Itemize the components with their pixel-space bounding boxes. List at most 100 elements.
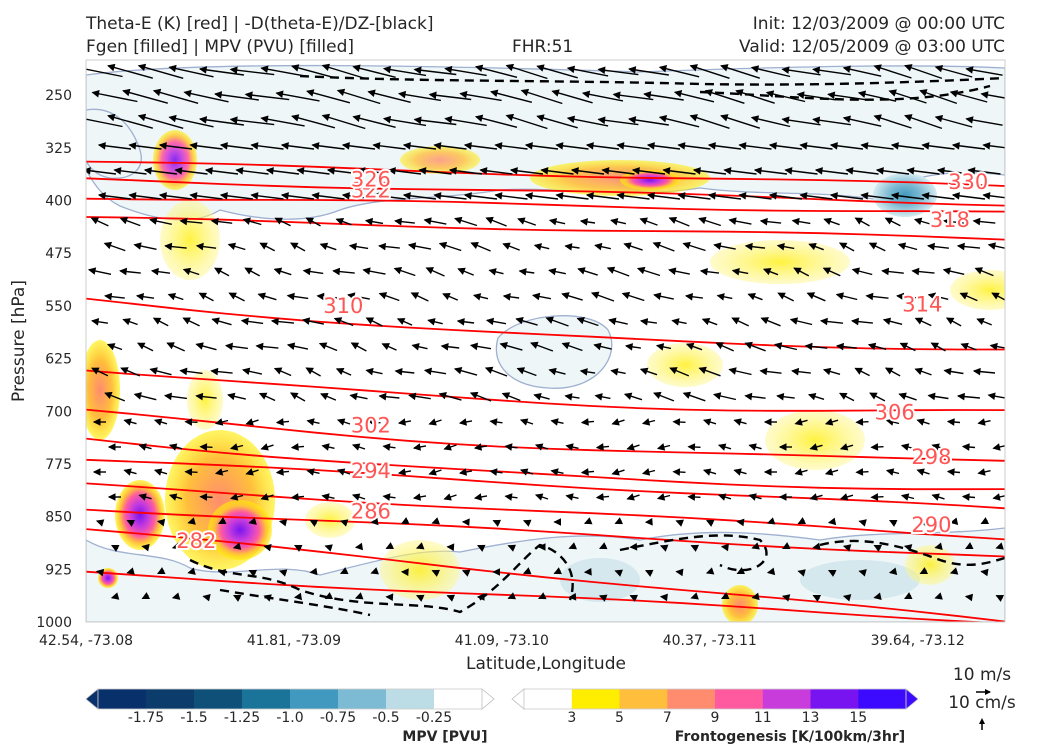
- wind-vector-head: [736, 567, 745, 574]
- wind-vector-head: [890, 192, 899, 200]
- wind-vector-head: [882, 317, 892, 326]
- wind-vector-head: [316, 292, 325, 301]
- wind-vector-head: [597, 116, 606, 125]
- wind-vector-head: [698, 216, 707, 225]
- wind-vector: [123, 90, 168, 104]
- wind-vector-head: [408, 392, 417, 401]
- wind-vector-head: [682, 241, 691, 250]
- y-tick-label: 550: [45, 299, 72, 315]
- wind-vector-head: [921, 142, 930, 150]
- wind-vector-head: [797, 517, 806, 524]
- wind-vector-head: [842, 65, 851, 73]
- wind-vector-head: [824, 468, 834, 476]
- wind-vector-head: [835, 292, 844, 300]
- wind-vector-head: [113, 167, 122, 175]
- wind-vector-head: [505, 113, 515, 122]
- wind-vector-head: [519, 468, 529, 476]
- wind-vector-head: [598, 542, 608, 550]
- wind-vector-head: [623, 242, 632, 250]
- wind-vector: [92, 91, 138, 103]
- wind-vector-head: [278, 519, 288, 527]
- wind-vector: [353, 66, 396, 78]
- wind-vector-head: [583, 517, 593, 525]
- wind-vector-head: [372, 192, 381, 200]
- wind-vector-head: [428, 468, 437, 476]
- wind-vector-head: [812, 66, 821, 74]
- wind-vector-head: [198, 116, 208, 124]
- wind-vector: [690, 65, 730, 79]
- wind-vector-head: [433, 192, 442, 200]
- wind-vector-head: [425, 267, 434, 275]
- colorbar-segment: [858, 689, 907, 709]
- wind-vector-head: [989, 342, 998, 351]
- wind-vector-head: [672, 418, 681, 426]
- wind-vector-head: [415, 542, 425, 550]
- wind-vector-head: [698, 366, 707, 375]
- wind-vector-head: [865, 292, 874, 301]
- wind-vector-head: [126, 520, 136, 527]
- wind-vector-head: [469, 391, 479, 399]
- wind-vector-head: [97, 142, 106, 150]
- wind-vector-head: [625, 343, 634, 351]
- wind-vector-head: [655, 343, 665, 351]
- wind-vector-head: [857, 90, 867, 98]
- wind-vector-head: [248, 517, 257, 525]
- wind-vector-head: [351, 493, 361, 501]
- wind-vector-head: [645, 569, 654, 577]
- colorbar-tick-label: -1.25: [224, 710, 260, 726]
- wind-vector-head: [748, 493, 757, 501]
- colorbar-segment: [338, 689, 387, 709]
- wind-vector-head: [621, 291, 631, 300]
- wind-vector-head: [669, 367, 678, 375]
- wind-vector-head: [533, 243, 542, 251]
- wind-vector-head: [931, 493, 940, 501]
- wind-vector-head: [263, 544, 272, 552]
- wind-vector-head: [516, 367, 526, 375]
- wind-vector-head: [873, 64, 882, 72]
- wind-vector-head: [720, 64, 729, 72]
- wind-vector-head: [808, 243, 817, 251]
- colorbar-segment: [524, 689, 573, 709]
- wind-vector-head: [807, 392, 817, 401]
- wind-vector-head: [744, 392, 753, 401]
- wind-vector-head: [306, 468, 315, 476]
- wind-vector-head: [728, 217, 737, 225]
- wind-vector-head: [275, 468, 284, 476]
- wind-vector-head: [214, 468, 224, 476]
- wind-vector-head: [890, 142, 899, 150]
- wind-vector-head: [490, 89, 499, 98]
- wind-vector-head: [766, 567, 776, 576]
- wind-vector-head: [202, 594, 211, 602]
- wind-vector-head: [762, 268, 772, 276]
- wind-vector-head: [942, 217, 951, 226]
- colorbar-tick-label: 15: [849, 710, 867, 726]
- wind-vector-head: [92, 468, 101, 476]
- wind-vector-head: [576, 316, 585, 325]
- wind-vector-head: [382, 493, 391, 501]
- wind-vector-head: [977, 468, 986, 476]
- wind-vector-head: [290, 443, 299, 451]
- colorbar-segment: [667, 689, 716, 709]
- wind-vector-head: [777, 292, 786, 300]
- wind-vector-head: [397, 90, 407, 99]
- wind-vector-head: [362, 267, 371, 275]
- wind-vector: [337, 89, 381, 105]
- fgen-colorbar: 3 5 7 9 11 13 15 Frontogenesis [K/100km/3hr]: [511, 688, 919, 745]
- wind-vector-head: [174, 167, 183, 175]
- wind-vector-head: [717, 443, 727, 451]
- wind-vector-head: [537, 543, 546, 551]
- wind-vector-head: [577, 267, 586, 275]
- wind-vector-head: [150, 267, 159, 276]
- wind-vector-head: [318, 342, 328, 350]
- wind-vector-head: [612, 91, 621, 100]
- colorbar-tick-label: -1.5: [180, 710, 207, 726]
- x-tick-label: 41.81, -73.09: [247, 633, 341, 649]
- wind-vector-head: [122, 88, 131, 97]
- wind-vector-head: [951, 192, 960, 200]
- wind-vector-head: [218, 517, 227, 524]
- wind-vector-head: [610, 218, 619, 226]
- wind-vector-head: [652, 241, 662, 249]
- wind-vector-head: [382, 115, 392, 124]
- wind-vector-head: [838, 242, 848, 250]
- wind-vector-head: [601, 167, 610, 175]
